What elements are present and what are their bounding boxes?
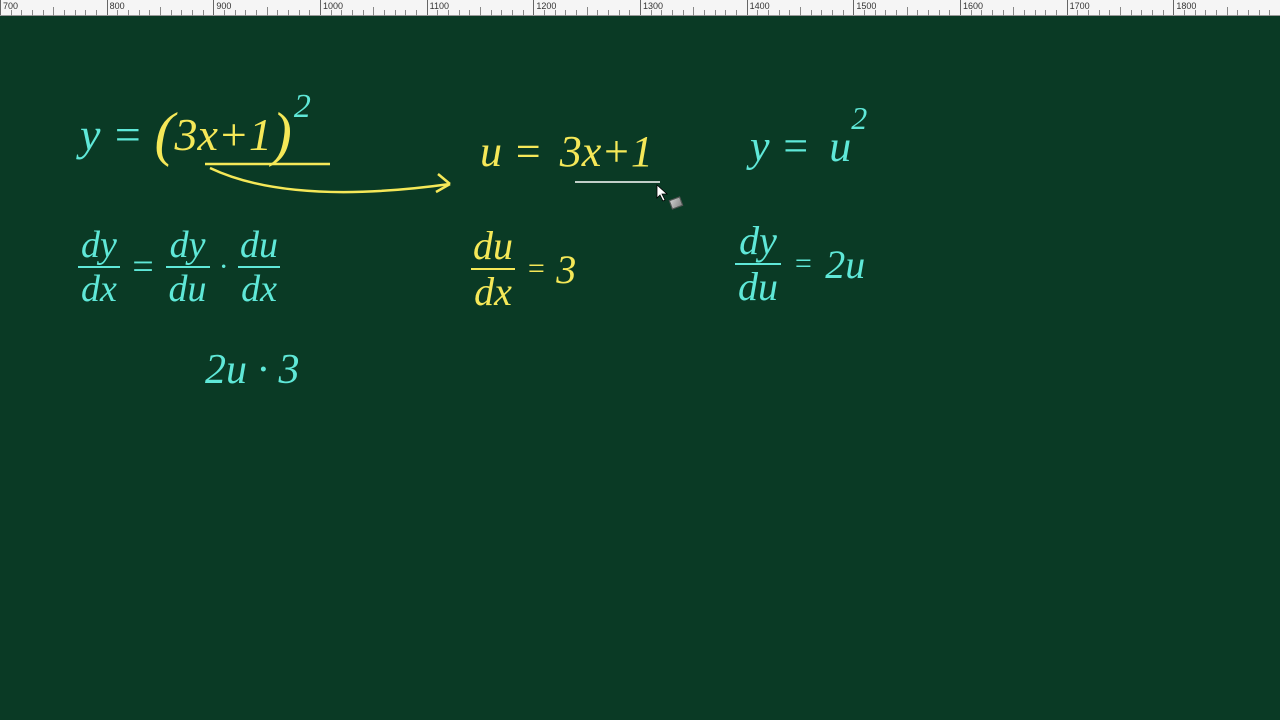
- equals-2: =: [526, 252, 546, 286]
- ruler-tick: [693, 7, 694, 16]
- equals-1: =: [130, 245, 156, 289]
- frac-dydu-2: dy du: [735, 221, 781, 307]
- frac-dudx-2: du dx: [470, 226, 516, 312]
- ruler: 7008009001000110012001300140015001600170…: [0, 0, 1280, 16]
- ruler-mark: 700: [0, 0, 18, 15]
- y-equals-2: y =: [750, 122, 810, 171]
- eq-u-definition: u = 3x+1: [480, 126, 653, 177]
- ruler-mark: 800: [107, 0, 125, 15]
- result-text: 2u · 3: [205, 347, 300, 393]
- frac-dydx: dy dx: [78, 226, 120, 308]
- ruler-tick: [160, 7, 161, 16]
- ruler-mark: 900: [213, 0, 231, 15]
- arrow-annotation: [190, 156, 480, 206]
- ruler-tick: [1227, 7, 1228, 16]
- u-rhs: 3x+1: [560, 127, 653, 176]
- ruler-tick: [1120, 7, 1121, 16]
- ruler-tick: [480, 7, 481, 16]
- dot-1: ·: [220, 250, 228, 284]
- eraser-icon: [669, 196, 684, 210]
- eq-dudx: du dx = 3: [470, 226, 576, 312]
- val-3: 3: [556, 246, 576, 293]
- eq-dydu: dy du = 2u: [735, 221, 865, 307]
- eq-y-definition: y = (3x+1)2: [80, 96, 309, 165]
- ruler-tick: [800, 7, 801, 16]
- eq-chain-rule: dy dx = dy du · du dx: [78, 226, 281, 308]
- u-equals: u =: [480, 127, 543, 176]
- y-equals: y =: [80, 109, 143, 160]
- blackboard: y = (3x+1)2 u = 3x+1 y = u2 dy dx = dy d…: [0, 16, 1280, 720]
- equals-3: =: [793, 247, 813, 281]
- eq-y-u-squared: y = u2: [750, 116, 867, 172]
- inner-3x1: 3x+1: [174, 109, 271, 160]
- paren-open: (: [154, 101, 174, 167]
- u-exp: 2: [851, 100, 867, 136]
- ruler-tick: [587, 7, 588, 16]
- ruler-tick: [1013, 7, 1014, 16]
- eq-result: 2u · 3: [205, 346, 300, 394]
- frac-dydu: dy du: [166, 226, 210, 308]
- ruler-tick: [267, 7, 268, 16]
- ruler-tick: [53, 7, 54, 16]
- u-base: u: [829, 122, 851, 171]
- frac-dudx: du dx: [237, 226, 281, 308]
- ruler-tick: [373, 7, 374, 16]
- val-2u: 2u: [825, 241, 865, 288]
- exponent-2: 2: [294, 88, 311, 125]
- ruler-tick: [907, 7, 908, 16]
